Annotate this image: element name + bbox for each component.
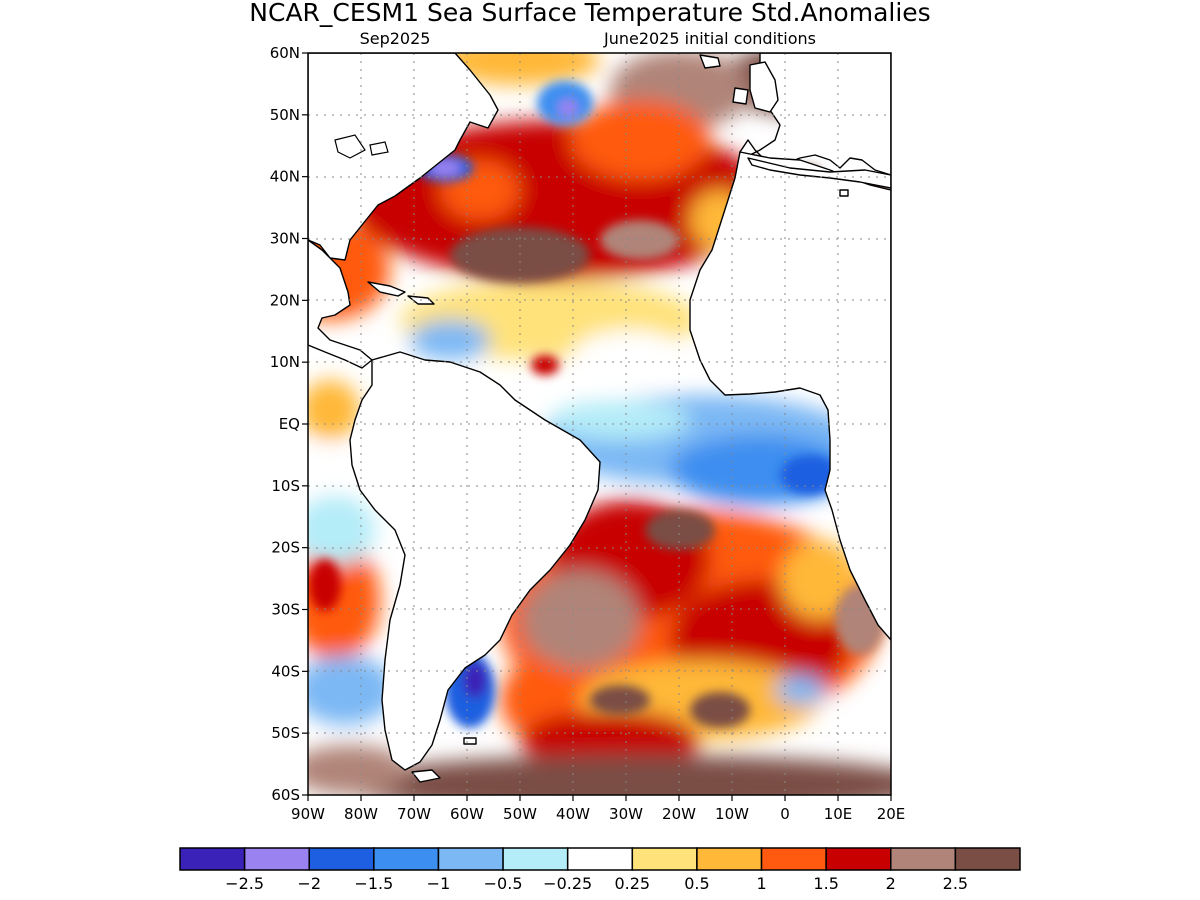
- colorbar-swatch: [825, 847, 892, 871]
- colorbar-swatch: [373, 847, 440, 871]
- great-lakes: [334, 134, 389, 159]
- colorbar-swatch: [954, 847, 1021, 871]
- caribbean-islands: [367, 281, 435, 305]
- colorbar-swatch: [437, 847, 504, 871]
- x-tick-label: 0: [780, 805, 790, 823]
- colorbar-swatch: [308, 847, 375, 871]
- colorbar-label: −2.5: [225, 874, 264, 893]
- x-tick-label: 90W: [291, 805, 325, 823]
- y-tick-label: 30N: [270, 230, 300, 248]
- y-tick-label: 60N: [270, 44, 300, 62]
- colorbar-label: −0.5: [484, 874, 523, 893]
- chart-title: NCAR_CESM1 Sea Surface Temperature Std.A…: [249, 0, 930, 27]
- x-tick-label: 10E: [824, 805, 853, 823]
- y-tick-label: 30S: [271, 601, 300, 619]
- y-tick-label: 50N: [270, 106, 300, 124]
- iceland: [699, 54, 721, 69]
- y-tick-label: 10S: [271, 477, 300, 495]
- africa-landmass: [689, 151, 891, 641]
- colorbar-swatch: [631, 847, 698, 871]
- colorbar-label: −2: [297, 874, 321, 893]
- land-masses: [308, 53, 891, 783]
- colorbar-swatch: [243, 847, 310, 871]
- falkland-islands: [463, 737, 477, 745]
- x-tick-label: 10W: [715, 805, 749, 823]
- colorbar-label: 0.25: [614, 874, 650, 893]
- british-isles: [732, 61, 779, 113]
- x-tick-label: 50W: [503, 805, 537, 823]
- colorbar-swatch: [179, 847, 246, 871]
- colorbar-label: −0.25: [543, 874, 592, 893]
- colorbar-swatch: [566, 847, 634, 871]
- lat-lon-grid: [308, 53, 891, 795]
- x-tick-label: 80W: [344, 805, 378, 823]
- colorbar-swatch: [760, 847, 827, 871]
- y-tick-label: 60S: [271, 786, 300, 804]
- colorbar: −2.5 −2 −1.5 −1 −0.5 −0.25 0.25 0.5 1 1.5 2 2.5: [179, 847, 1021, 893]
- colorbar-swatch: [696, 847, 763, 871]
- x-tick-label: 70W: [397, 805, 431, 823]
- colorbar-swatch: [502, 847, 569, 871]
- colorbar-label: −1.5: [354, 874, 393, 893]
- colorbar-label: 1.5: [813, 874, 838, 893]
- y-tick-label: 40S: [271, 662, 300, 680]
- y-tick-label: 10N: [270, 353, 300, 371]
- mediterranean-islands: [839, 189, 849, 197]
- colorbar-label: 1: [756, 874, 766, 893]
- y-tick-label: 50S: [271, 724, 300, 742]
- x-tick-label: 60W: [450, 805, 484, 823]
- central-america-landmass: [308, 239, 373, 369]
- x-tick-label: 30W: [609, 805, 643, 823]
- plot-area: [308, 53, 891, 795]
- y-tick-label: EQ: [279, 415, 300, 433]
- colorbar-label: 2: [886, 874, 896, 893]
- x-tick-label: 40W: [556, 805, 590, 823]
- tierra-del-fuego: [411, 769, 441, 783]
- colorbar-swatch: [890, 847, 957, 871]
- mediterranean-sea: [747, 157, 891, 189]
- initial-conditions-label: June2025 initial conditions: [603, 29, 816, 48]
- y-axis: 60N 50N 40N 30N 20N 10N EQ 10S 20S 30S 40S 50S 60S: [270, 44, 308, 804]
- colorbar-label: −1: [427, 874, 451, 893]
- y-tick-label: 40N: [270, 168, 300, 186]
- x-axis: 90W 80W 70W 60W 50W 40W 30W 20W 10W 0 10E 20E: [291, 795, 905, 823]
- south-america-landmass: [349, 351, 601, 771]
- x-tick-label: 20E: [877, 805, 906, 823]
- valid-month-label: Sep2025: [360, 29, 431, 48]
- colorbar-label: 0.5: [684, 874, 709, 893]
- colorbar-label: 2.5: [943, 874, 968, 893]
- x-tick-label: 20W: [662, 805, 696, 823]
- y-tick-label: 20N: [270, 291, 300, 309]
- y-tick-label: 20S: [271, 539, 300, 557]
